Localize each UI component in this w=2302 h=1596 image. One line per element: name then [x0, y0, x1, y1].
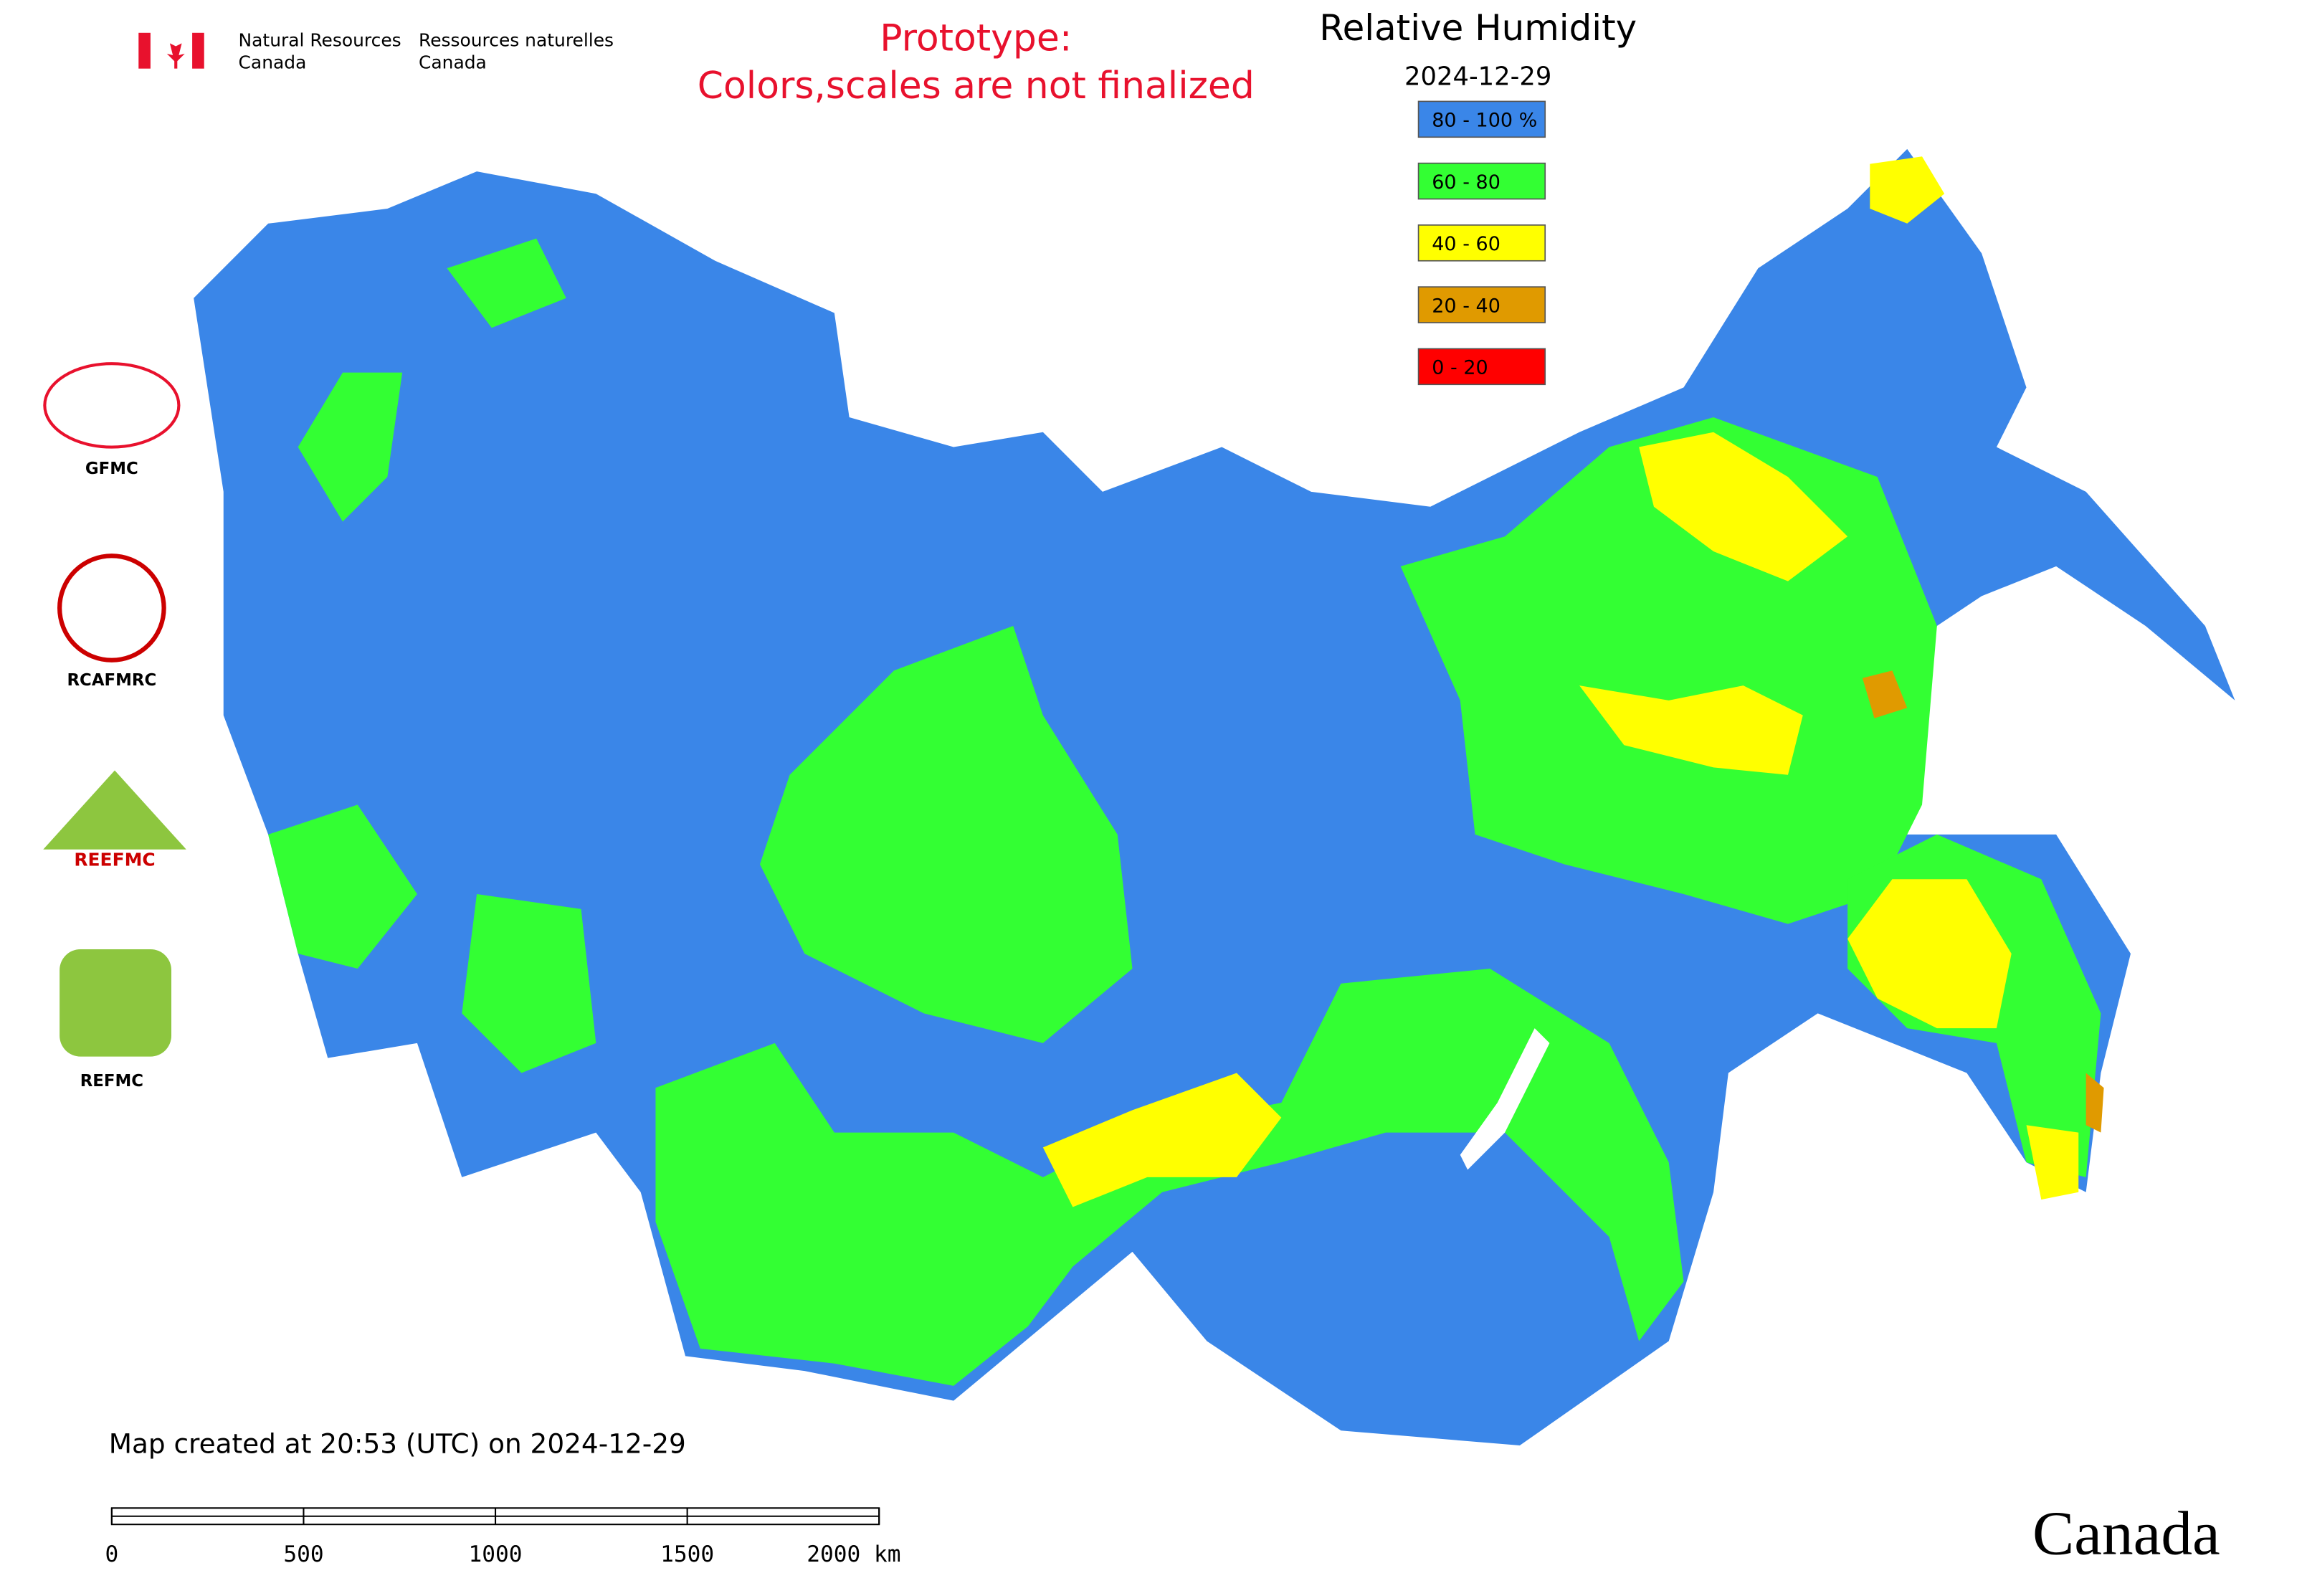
agency-fr: Ressources naturelles	[419, 29, 614, 50]
legend-title: Relative Humidity	[1319, 7, 1637, 49]
humidity-40-60	[1639, 432, 1848, 581]
legend-label: 60 - 80	[1432, 171, 1500, 194]
canada-wordmark: Canada	[2032, 1498, 2220, 1568]
notice: Prototype:	[880, 17, 1072, 60]
land-region	[194, 148, 2235, 1446]
legend-swatch	[1417, 224, 1546, 262]
agency-signature: Natural Resources Canada Ressources natu…	[138, 29, 614, 73]
legend-swatch	[1417, 162, 1546, 200]
logo-label: REFMC	[80, 1072, 143, 1091]
scale-label: 500	[283, 1542, 323, 1567]
logos: GFMC RCAFMRC REEFMC REFMC	[43, 362, 186, 1091]
legend: Relative Humidity 2024-12-29 80 - 100 % 6…	[1319, 7, 1637, 386]
legend-swatch	[1417, 348, 1546, 386]
scale-bar: 0 500 1000 1500 2000 km	[105, 1507, 901, 1567]
humidity-map	[194, 148, 2235, 1446]
humidity-40-60	[1042, 1073, 1282, 1207]
logo-label: REEFMC	[74, 850, 155, 870]
scale-label: 2000 km	[807, 1542, 900, 1567]
notice: Colors,scales are not finalized	[698, 65, 1255, 108]
lake	[1460, 1028, 1550, 1170]
legend-label: 20 - 40	[1432, 295, 1500, 317]
scale-label: 0	[105, 1542, 118, 1567]
legend-label: 0 - 20	[1432, 357, 1488, 379]
agency-en: Canada	[239, 52, 307, 73]
agency-en: Natural Resources	[239, 29, 401, 50]
logo-label: RCAFMRC	[67, 671, 156, 690]
humidity-60-80	[268, 238, 596, 1073]
creation-note: Map created at 20:53 (UTC) on 2024-12-29	[109, 1428, 686, 1459]
legend-date: 2024-12-29	[1404, 62, 1551, 92]
humidity-40-60	[1870, 156, 1945, 224]
humidity-40-60	[1847, 879, 2079, 1200]
legend-swatch	[1417, 100, 1546, 138]
legend-label: 80 - 100 %	[1432, 110, 1537, 132]
legend-label: 40 - 60	[1432, 233, 1500, 255]
scale-label: 1500	[660, 1542, 714, 1567]
scale-label: 1000	[469, 1542, 523, 1567]
humidity-60-80	[759, 625, 1133, 1043]
agency-fr: Canada	[419, 52, 487, 73]
logo-label: GFMC	[85, 460, 138, 478]
legend-swatch	[1417, 286, 1546, 323]
humidity-40-60	[1579, 685, 1803, 775]
